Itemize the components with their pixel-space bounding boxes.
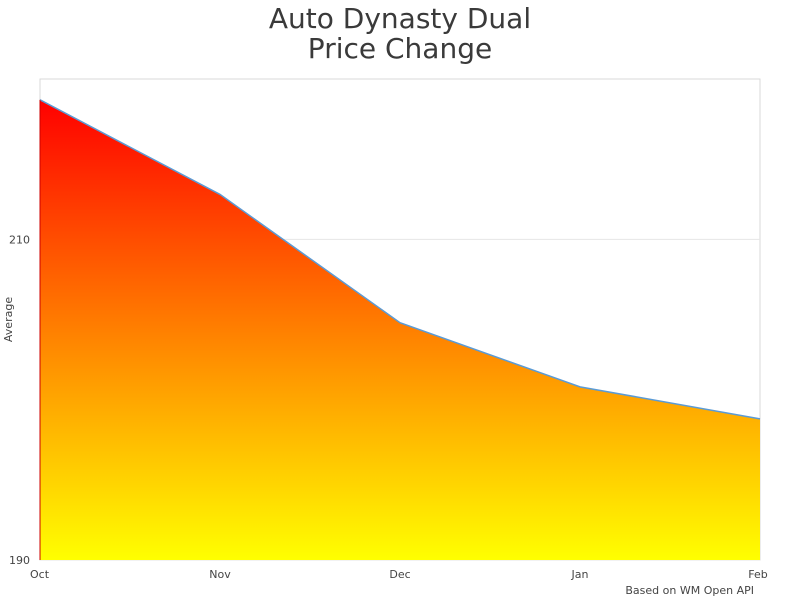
- x-tick-label: Feb: [748, 568, 767, 581]
- area-fill: [40, 99, 760, 561]
- x-tick-label: Jan: [571, 568, 589, 581]
- y-tick-label: 190: [9, 554, 30, 567]
- x-tick-label: Nov: [209, 568, 231, 581]
- credit-text: Based on WM Open API: [625, 584, 754, 597]
- x-tick-label: Dec: [389, 568, 410, 581]
- x-tick-label: Oct: [30, 568, 50, 581]
- y-tick-label: 210: [9, 233, 30, 246]
- chart-title-line-1: Auto Dynasty Dual: [268, 2, 532, 35]
- y-axis-label: Average: [2, 297, 15, 342]
- chart-title-line-2: Price Change: [307, 32, 493, 65]
